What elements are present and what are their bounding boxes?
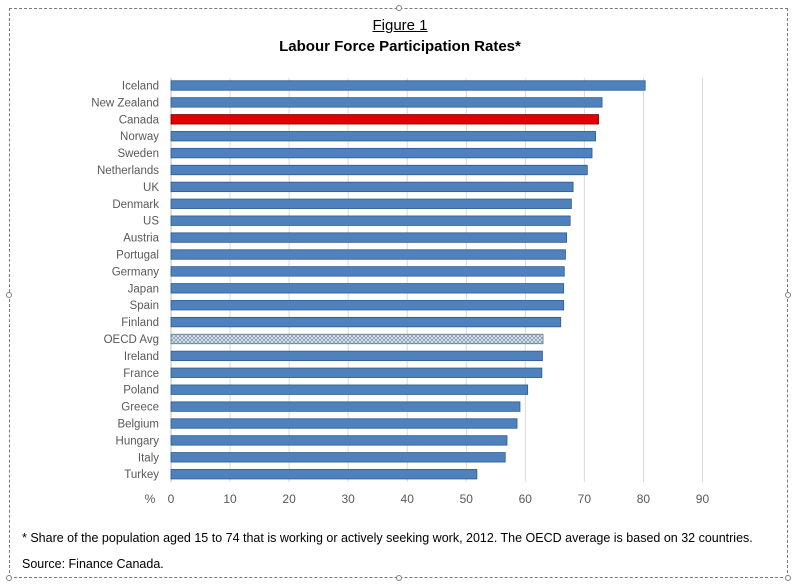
category-label: Belgium (117, 419, 159, 431)
category-label: Germany (112, 266, 160, 278)
category-label: US (143, 216, 159, 228)
x-tick-label: 0 (168, 492, 175, 506)
bar-sweden (170, 147, 593, 159)
category-label: Turkey (124, 469, 159, 481)
resize-handle-bottom-left[interactable] (6, 575, 12, 581)
bar-spain (170, 300, 565, 311)
resize-handle-bottom[interactable] (396, 575, 402, 581)
category-label: Norway (120, 131, 159, 143)
category-label: Ireland (124, 351, 159, 363)
category-label: Hungary (116, 435, 160, 447)
category-label: Spain (130, 300, 159, 312)
x-tick-label: 60 (519, 492, 533, 506)
category-label: Netherlands (97, 165, 159, 177)
bar-poland (170, 384, 529, 395)
x-tick-label: 20 (282, 492, 296, 506)
bar-portugal (170, 249, 566, 260)
category-label: Greece (121, 402, 159, 414)
bar-japan (170, 283, 565, 294)
category-label: Japan (128, 283, 159, 295)
category-label: Poland (123, 385, 159, 397)
source-note: Source: Finance Canada. (22, 557, 164, 571)
category-labels: Iceland New Zealand Canada Norway Sweden Neth… (91, 81, 159, 482)
bar-austria (170, 232, 568, 243)
bar-oecd-avg (170, 333, 544, 345)
category-label: Denmark (112, 199, 159, 211)
bar-us (170, 215, 571, 226)
bar-ireland (170, 350, 543, 362)
category-label: Canada (119, 114, 160, 126)
gridlines (170, 78, 703, 482)
bar-denmark (170, 198, 572, 209)
bar-canada (170, 114, 599, 125)
category-label: Iceland (122, 81, 159, 93)
x-axis-label: % (145, 492, 156, 506)
bar-turkey (170, 469, 478, 480)
category-label: Sweden (117, 148, 159, 160)
bar-uk (170, 181, 574, 193)
bar-germany (170, 266, 565, 277)
bar-belgium (170, 418, 518, 429)
resize-handle-top[interactable] (396, 5, 402, 11)
bar-norway (170, 131, 596, 142)
bar-netherlands (170, 164, 588, 176)
x-tick-label: 30 (341, 492, 355, 506)
category-label: Italy (138, 452, 159, 464)
footnote: * Share of the population aged 15 to 74 … (22, 531, 753, 545)
category-label: Austria (123, 233, 159, 245)
bar-finland (170, 316, 562, 328)
chart-title: Labour Force Participation Rates* (279, 38, 521, 55)
bar-new-zealand (170, 97, 603, 108)
category-label: Portugal (116, 250, 159, 262)
figure-label: Figure 1 (372, 17, 428, 34)
category-label: UK (143, 182, 159, 194)
x-axis-ticks: 0 10 20 30 40 50 60 70 80 90 (168, 492, 710, 506)
bar-france (170, 367, 543, 378)
category-label: New Zealand (91, 97, 159, 109)
resize-handle-bottom-right[interactable] (785, 575, 791, 581)
x-tick-label: 10 (223, 492, 237, 506)
resize-handle-left[interactable] (6, 292, 12, 298)
x-tick-label: 70 (578, 492, 592, 506)
bar-italy (170, 452, 506, 463)
category-label: Finland (121, 317, 159, 329)
x-tick-label: 40 (401, 492, 415, 506)
category-label: France (123, 368, 159, 380)
bar-series (170, 80, 646, 480)
bar-greece (170, 401, 521, 412)
category-label: OECD Avg (104, 334, 159, 346)
x-tick-label: 90 (696, 492, 710, 506)
x-tick-label: 50 (460, 492, 474, 506)
x-tick-label: 80 (637, 492, 651, 506)
bar-hungary (170, 435, 508, 446)
bar-iceland (170, 80, 646, 91)
resize-handle-right[interactable] (785, 292, 791, 298)
